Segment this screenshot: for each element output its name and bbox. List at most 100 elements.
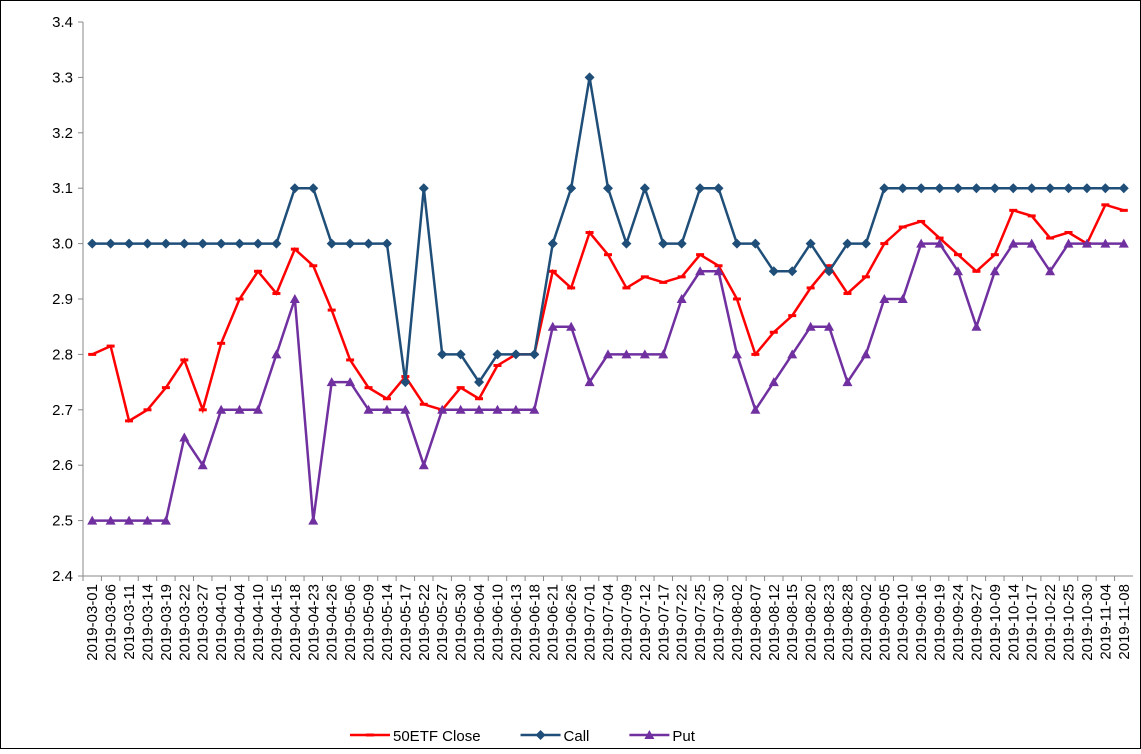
x-tick-label: 2019-09-24 bbox=[950, 584, 967, 661]
point-marker bbox=[309, 264, 318, 268]
point-marker bbox=[216, 404, 227, 414]
point-marker bbox=[363, 238, 374, 249]
point-marker bbox=[916, 238, 927, 248]
point-marker bbox=[197, 238, 208, 249]
point-marker bbox=[861, 275, 870, 279]
point-marker bbox=[419, 402, 428, 406]
point-marker bbox=[567, 286, 576, 290]
y-tick-label: 3.0 bbox=[52, 236, 73, 253]
point-marker bbox=[142, 515, 153, 525]
x-tick-label: 2019-03-22 bbox=[176, 584, 193, 661]
point-marker bbox=[1008, 238, 1019, 248]
point-marker bbox=[584, 72, 595, 83]
point-marker bbox=[732, 297, 741, 301]
point-marker bbox=[824, 266, 835, 277]
point-marker bbox=[143, 408, 152, 412]
y-tick-label: 2.9 bbox=[52, 291, 73, 308]
point-marker bbox=[547, 321, 558, 331]
x-tick-label: 2019-08-20 bbox=[803, 584, 820, 661]
point-marker bbox=[989, 183, 1000, 194]
point-marker bbox=[346, 358, 355, 362]
point-marker bbox=[179, 432, 190, 442]
x-tick-label: 2019-09-19 bbox=[932, 584, 949, 661]
point-marker bbox=[493, 363, 502, 367]
point-marker bbox=[271, 349, 282, 359]
point-marker bbox=[105, 238, 116, 249]
x-tick-label: 2019-06-26 bbox=[563, 584, 580, 661]
point-marker bbox=[535, 730, 546, 740]
x-tick-label: 2019-10-22 bbox=[1042, 584, 1059, 661]
point-marker bbox=[364, 386, 373, 390]
point-marker bbox=[1027, 214, 1036, 218]
point-marker bbox=[604, 253, 612, 257]
legend-label: Call bbox=[564, 728, 590, 745]
point-marker bbox=[345, 238, 356, 249]
point-marker bbox=[1101, 203, 1110, 207]
point-marker bbox=[161, 386, 170, 390]
point-marker bbox=[510, 404, 521, 414]
series bbox=[87, 72, 1129, 388]
x-tick-label: 2019-03-27 bbox=[195, 584, 212, 661]
x-tick-label: 2019-05-27 bbox=[434, 584, 451, 661]
x-tick-label: 2019-04-01 bbox=[213, 584, 230, 661]
point-marker bbox=[898, 225, 907, 229]
point-marker bbox=[179, 238, 190, 249]
x-tick-label: 2019-08-02 bbox=[729, 584, 746, 661]
x-tick-label: 2019-08-07 bbox=[747, 584, 764, 661]
point-marker bbox=[879, 183, 890, 194]
point-marker bbox=[1063, 183, 1074, 194]
y-tick-label: 2.6 bbox=[52, 457, 73, 474]
point-marker bbox=[1045, 183, 1056, 194]
point-marker bbox=[879, 294, 890, 303]
point-marker bbox=[271, 238, 282, 249]
point-marker bbox=[714, 264, 723, 268]
point-marker bbox=[327, 308, 336, 312]
point-marker bbox=[1046, 236, 1055, 240]
point-marker bbox=[971, 321, 982, 331]
y-tick-label: 2.8 bbox=[52, 346, 73, 363]
x-tick-label: 2019-06-21 bbox=[545, 584, 562, 661]
point-marker bbox=[345, 377, 356, 387]
x-tick-label: 2019-07-04 bbox=[600, 584, 617, 661]
point-marker bbox=[197, 460, 208, 470]
point-marker bbox=[308, 183, 319, 194]
point-marker bbox=[916, 183, 927, 194]
point-marker bbox=[731, 238, 742, 249]
x-tick-label: 2019-03-14 bbox=[139, 584, 156, 661]
point-marker bbox=[437, 404, 448, 414]
point-marker bbox=[1009, 208, 1018, 212]
point-marker bbox=[566, 183, 577, 194]
point-marker bbox=[105, 515, 116, 525]
x-tick-label: 2019-06-04 bbox=[471, 584, 488, 661]
point-marker bbox=[455, 349, 466, 360]
x-tick-label: 2019-05-06 bbox=[342, 584, 359, 661]
point-marker bbox=[180, 358, 189, 362]
point-marker bbox=[455, 404, 466, 414]
point-marker bbox=[990, 253, 999, 257]
x-tick-label: 2019-05-17 bbox=[397, 584, 414, 661]
point-marker bbox=[658, 349, 669, 359]
point-marker bbox=[695, 266, 706, 276]
y-tick-label: 3.1 bbox=[52, 180, 73, 197]
y-tick-label: 2.7 bbox=[52, 402, 73, 419]
point-marker bbox=[1100, 238, 1111, 248]
point-marker bbox=[235, 297, 244, 301]
point-marker bbox=[1100, 183, 1111, 194]
point-marker bbox=[897, 294, 908, 303]
point-marker bbox=[640, 275, 649, 279]
point-marker bbox=[289, 294, 300, 303]
point-marker bbox=[290, 247, 299, 251]
point-marker bbox=[125, 419, 134, 423]
x-tick-label: 2019-07-17 bbox=[655, 584, 672, 661]
point-marker bbox=[842, 377, 853, 387]
point-marker bbox=[824, 321, 835, 331]
x-tick-label: 2019-04-04 bbox=[232, 584, 249, 661]
point-marker bbox=[87, 515, 98, 525]
point-marker bbox=[825, 264, 834, 268]
point-marker bbox=[621, 349, 632, 359]
point-marker bbox=[547, 238, 558, 249]
point-marker bbox=[253, 404, 263, 414]
point-marker bbox=[1118, 183, 1129, 194]
point-marker bbox=[860, 238, 871, 249]
